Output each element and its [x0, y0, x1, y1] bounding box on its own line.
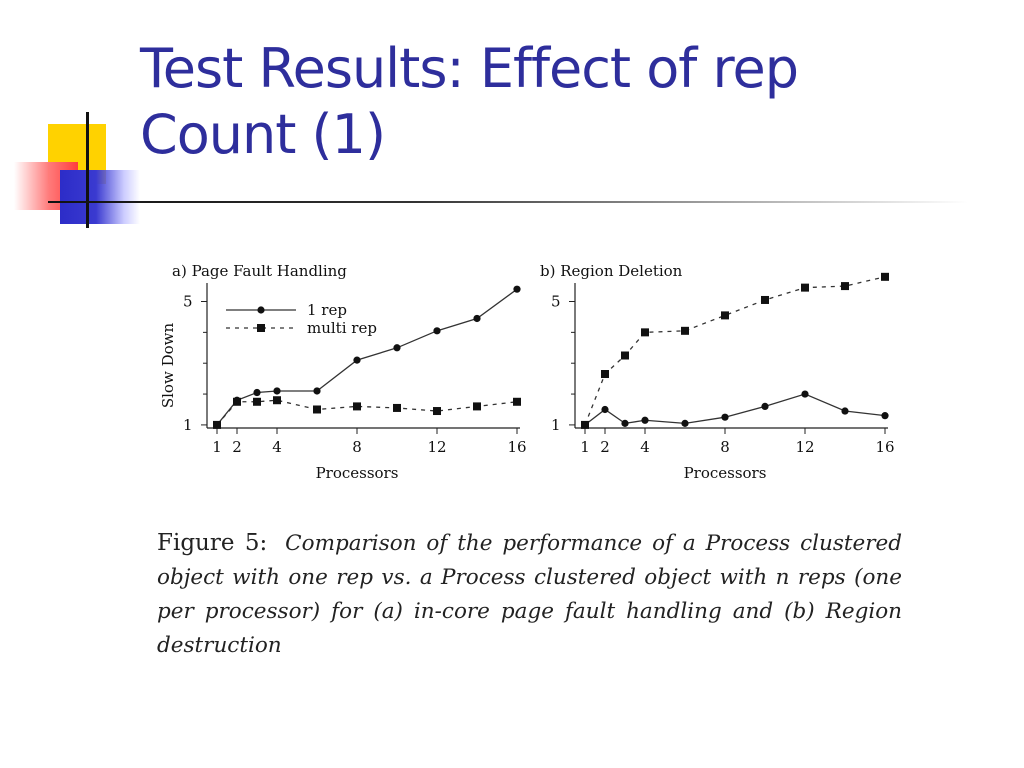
data-point: [581, 420, 589, 429]
x-axis-label: Processors: [684, 464, 767, 482]
data-point: [313, 387, 321, 395]
caption-text: Comparison of the performance of a Proce…: [157, 531, 902, 658]
x-tick-label: 2: [232, 438, 242, 456]
figure-caption: Figure 5: Comparison of the performance …: [157, 526, 902, 663]
x-tick-label: 4: [272, 438, 282, 456]
x-tick-label: 1: [580, 438, 590, 456]
caption-label: Figure 5:: [157, 530, 268, 556]
data-point: [761, 402, 769, 411]
y-tick-label: 1: [183, 416, 193, 434]
x-tick-label: 4: [640, 438, 650, 456]
data-point: [513, 397, 521, 406]
data-point: [253, 388, 261, 397]
x-tick-label: 8: [720, 438, 730, 456]
legend-marker: [257, 306, 265, 314]
data-point: [393, 403, 401, 412]
decor-blue-square: [60, 170, 140, 224]
x-tick-label: 1: [212, 438, 222, 456]
x-tick-label: 8: [352, 438, 362, 456]
series-line-1-rep: [216, 288, 518, 426]
data-point: [641, 416, 649, 424]
slide-title: Test Results: Effect of rep Count (1): [140, 36, 1000, 168]
data-point: [601, 370, 609, 379]
x-tick-label: 16: [875, 438, 894, 456]
legend-label: 1 rep: [307, 301, 347, 319]
data-point: [641, 328, 649, 337]
data-point: [881, 272, 889, 281]
data-point: [473, 402, 481, 411]
y-tick-label: 5: [551, 293, 561, 311]
data-point: [253, 397, 261, 406]
data-point: [393, 344, 401, 352]
data-point: [681, 419, 689, 427]
y-axis-label: Slow Down: [159, 323, 177, 409]
title-underline: [48, 201, 968, 203]
data-point: [473, 314, 481, 323]
data-point: [513, 285, 521, 293]
series-line-multi-rep: [584, 276, 886, 426]
x-tick-label: 16: [507, 438, 526, 456]
data-point: [621, 351, 629, 360]
legend-label: multi rep: [307, 319, 377, 337]
data-point: [353, 356, 361, 364]
slide-title-line-1: Test Results: Effect of rep: [140, 37, 799, 100]
data-point: [433, 407, 441, 416]
data-point: [841, 407, 849, 415]
data-point: [601, 405, 609, 414]
legend-marker: [257, 324, 265, 332]
data-point: [233, 397, 241, 406]
y-tick-label: 5: [183, 293, 193, 311]
data-point: [841, 282, 849, 291]
data-point: [681, 326, 689, 335]
chart-title: b) Region Deletion: [540, 262, 683, 280]
data-point: [761, 295, 769, 304]
slide-title-line-2: Count (1): [140, 103, 386, 166]
chart-title: a) Page Fault Handling: [172, 262, 347, 280]
data-point: [621, 419, 629, 427]
x-tick-label: 12: [427, 438, 446, 456]
decor-vertical-line: [86, 112, 89, 228]
data-point: [801, 283, 809, 292]
data-point: [433, 327, 441, 335]
data-point: [353, 402, 361, 411]
data-point: [721, 413, 729, 421]
data-point: [881, 412, 889, 420]
data-point: [273, 396, 281, 405]
y-tick-label: 1: [551, 416, 561, 434]
data-point: [273, 387, 281, 395]
data-point: [313, 405, 321, 414]
data-point: [213, 420, 221, 429]
series-line-1-rep: [584, 393, 886, 426]
x-tick-label: 12: [795, 438, 814, 456]
x-axis-label: Processors: [316, 464, 399, 482]
x-tick-label: 2: [600, 438, 610, 456]
data-point: [801, 390, 809, 398]
series-line-multi-rep: [216, 399, 518, 426]
data-point: [721, 311, 729, 320]
